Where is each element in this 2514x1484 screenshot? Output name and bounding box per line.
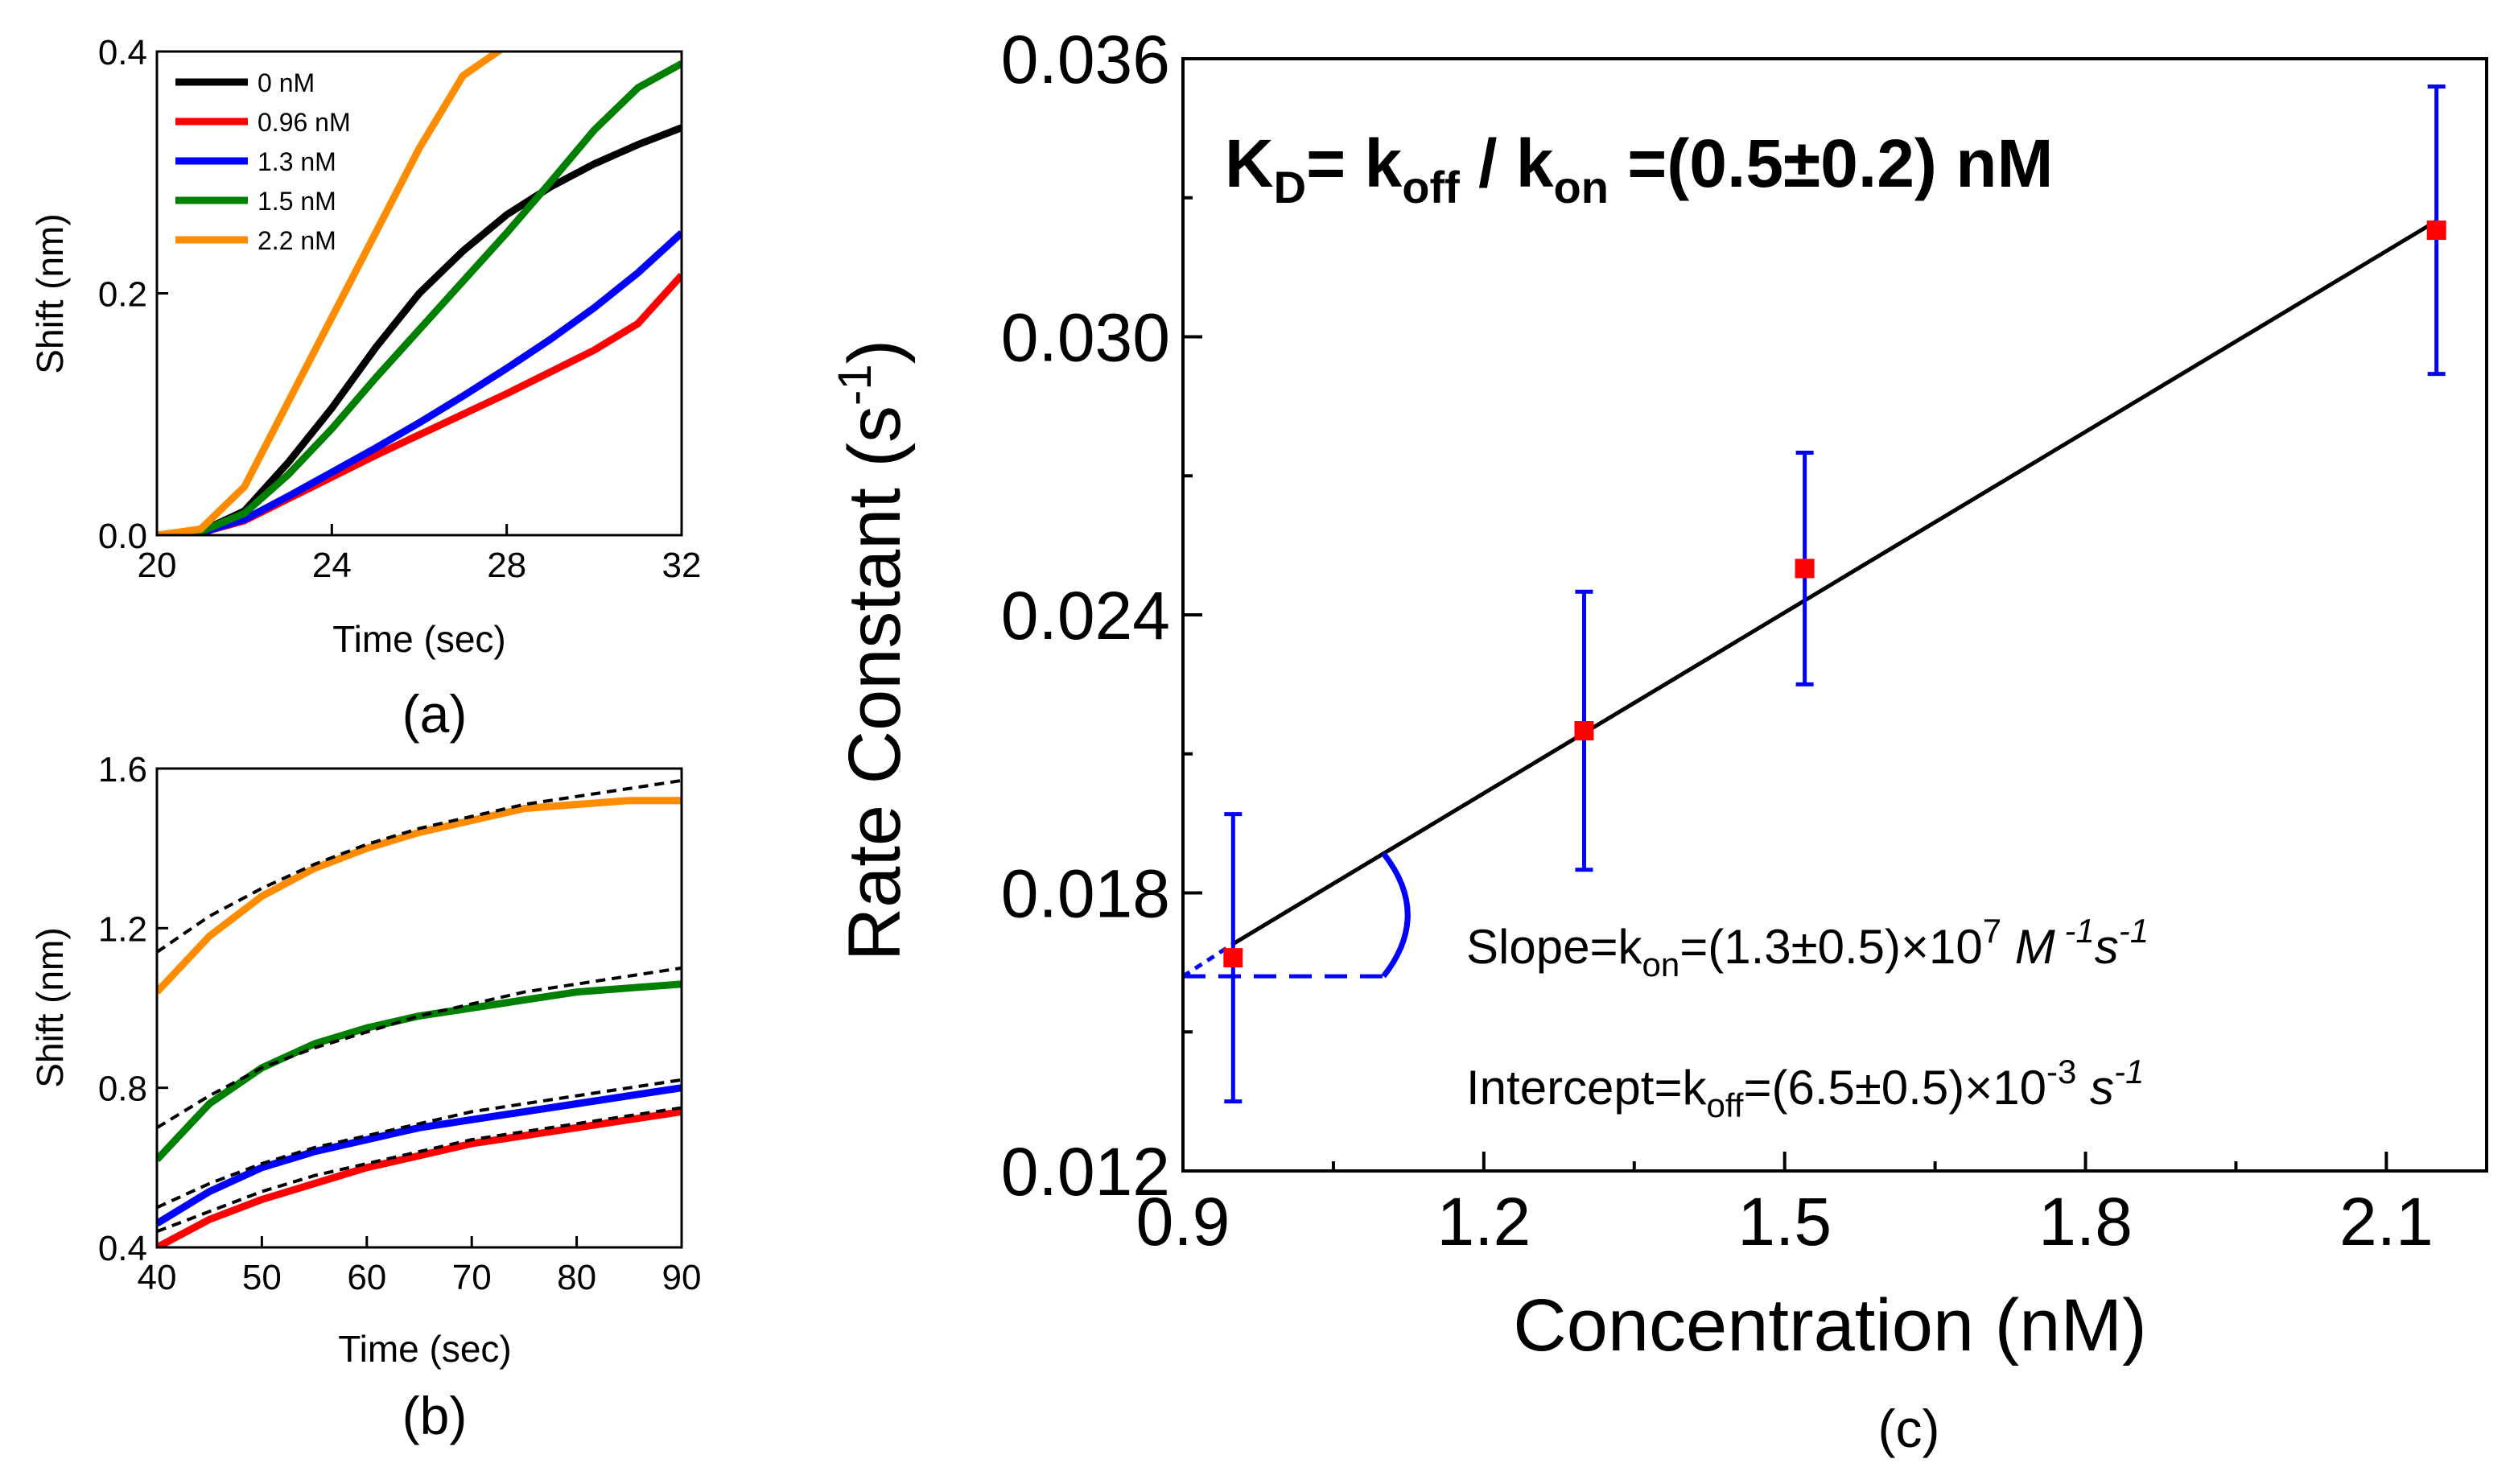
panel-a-legend: 0 nM 0.96 nM 1.3 nM 1.5 nM 2.2 nM: [175, 68, 351, 255]
legend-entry: 0.96 nM: [258, 108, 351, 137]
fit-line: [1232, 219, 2438, 946]
panel-c-ylabel: Rate Constant (s-1): [829, 340, 916, 962]
panel-a-clip: [157, 52, 682, 535]
panel-b-series-group: [157, 778, 682, 1247]
slope-m-exp: -1: [2055, 912, 2095, 950]
slope-angle-arc: [1381, 851, 1411, 979]
panel-c-ticks: 0.9 1.2 1.5 1.8 2.1 0.012 0.018 0.024 0.030 0.036: [1001, 22, 2434, 1259]
panel-b-fit-line: [157, 1106, 682, 1234]
intercept-unit-s: s: [2076, 1061, 2114, 1115]
panel-b-ylabel: Shift (nm): [29, 927, 71, 1087]
slope-s-exp: -1: [2119, 912, 2149, 950]
slope-unit-s: s: [2095, 920, 2119, 974]
panel-b-ytick-label: 1.2: [98, 909, 147, 949]
panel-c-xtick-label: 1.8: [2038, 1184, 2133, 1259]
data-point: [2426, 221, 2446, 241]
legend-entry: 0 nM: [258, 68, 315, 97]
kd-annotation: KD= koff / kon =(0.5±0.2) nM: [1225, 126, 2054, 212]
panel-b-xtick-label: 90: [662, 1258, 702, 1297]
intercept-annotation: Intercept=koff=(6.5±0.5)×10-3 s-1: [1466, 1053, 2144, 1124]
intercept-mid: =(6.5±0.5)×10: [1743, 1061, 2046, 1115]
panel-c-ytick-label: 0.024: [1001, 578, 1170, 653]
panel-c-ytick-label: 0.018: [1001, 856, 1170, 932]
kd-k: K: [1225, 126, 1274, 201]
panel-b-ytick-label: 1.6: [98, 750, 147, 789]
slope-sub: on: [1642, 946, 1680, 983]
panel-b-label: (b): [402, 1386, 468, 1445]
kd-sub: D: [1274, 162, 1306, 212]
panel-b-clip: [157, 778, 682, 1247]
panel-b-xtick-label: 80: [557, 1258, 596, 1297]
panel-c-xlabel: Concentration (nM): [1513, 1284, 2146, 1367]
panel-b-ticks: 40 50 60 70 80 90 0.4 0.8 1.2 1.6: [98, 750, 702, 1297]
panel-a-xtick-label: 32: [662, 546, 702, 585]
panel-b: 40 50 60 70 80 90 0.4 0.8 1.2 1.6 Time (sec) Shif…: [29, 750, 701, 1445]
kd-value: =(0.5±0.2) nM: [1609, 126, 2054, 201]
panel-a-ytick-label: 0.2: [98, 275, 147, 315]
panel-c-xtick-label: 1.5: [1737, 1184, 1832, 1259]
panel-b-frame: [155, 767, 683, 1249]
panel-b-series-line: [157, 797, 682, 995]
kd-eq1: = k: [1306, 126, 1402, 201]
legend-entry: 1.3 nM: [258, 147, 336, 176]
kd-on-sub: on: [1553, 162, 1608, 212]
panel-a-series-line: [157, 52, 505, 535]
panel-c-label: (c): [1878, 1399, 1940, 1458]
legend-entry: 2.2 nM: [258, 226, 336, 255]
data-point: [1795, 559, 1815, 579]
slope-pre: Slope=k: [1466, 920, 1642, 974]
panel-b-series-line: [157, 980, 682, 1162]
data-point: [1574, 720, 1594, 740]
panel-c-xtick-label: 0.9: [1136, 1184, 1230, 1259]
panel-c-xtick-label: 1.2: [1436, 1184, 1531, 1259]
panel-c-plot-group: [1181, 85, 2446, 1104]
panel-c-ytick-label: 0.036: [1001, 22, 1170, 97]
panel-b-xtick-label: 40: [138, 1258, 177, 1297]
panel-c: 0.9 1.2 1.5 1.8 2.1 0.012 0.018 0.024 0.030 0.036…: [829, 22, 2488, 1458]
panel-b-ytick-label: 0.4: [98, 1229, 147, 1268]
panel-c-ytick-label: 0.030: [1001, 300, 1170, 376]
panel-b-series-line: [157, 1107, 682, 1247]
kd-slash: / k: [1460, 126, 1554, 201]
panel-a-xtick-label: 20: [138, 546, 177, 585]
panel-a-xtick-label: 24: [312, 546, 352, 585]
slope-unit-m: M: [2001, 920, 2055, 974]
intercept-exp: -3: [2046, 1053, 2076, 1090]
intercept-s-exp: -1: [2114, 1053, 2144, 1090]
kd-off-sub: off: [1402, 162, 1460, 212]
panel-c-frame: [1181, 57, 2488, 1173]
panel-c-ytick-label: 0.012: [1001, 1134, 1170, 1210]
panel-a-xtick-label: 28: [487, 546, 526, 585]
panel-a-ytick-label: 0.0: [98, 517, 147, 556]
slope-annotation: Slope=kon=(1.3±0.5)×107 M -1s-1: [1466, 912, 2149, 983]
legend-entry: 1.5 nM: [258, 187, 336, 216]
panel-c-xtick-label: 2.1: [2339, 1184, 2434, 1259]
intercept-sub: off: [1707, 1086, 1744, 1124]
panel-a-series-line: [157, 230, 682, 535]
panel-b-xlabel: Time (sec): [338, 1328, 512, 1370]
panel-b-fit-line: [157, 778, 682, 954]
intercept-pre: Intercept=k: [1466, 1061, 1708, 1115]
panel-b-xtick-label: 50: [242, 1258, 282, 1297]
slope-exp: 7: [1983, 912, 2001, 950]
panel-b-fit-line: [157, 966, 682, 1130]
panel-a-ylabel: Shift (nm): [29, 213, 71, 373]
panel-a-xlabel: Time (sec): [332, 618, 506, 660]
panel-b-xtick-label: 60: [347, 1258, 386, 1297]
panel-a: 20 24 28 320.00.20.4 Time (sec) Shift (nm) …: [29, 33, 701, 744]
data-point: [1223, 948, 1243, 968]
panel-b-fit-line: [157, 1078, 682, 1210]
panel-a-series-group: [157, 52, 682, 535]
panel-a-label: (a): [402, 684, 468, 744]
slope-mid: =(1.3±0.5)×10: [1679, 920, 1983, 974]
panel-b-series-line: [157, 1084, 682, 1227]
panel-a-ytick-label: 0.4: [98, 33, 147, 72]
panel-b-ytick-label: 0.8: [98, 1070, 147, 1109]
panel-a-ticks: 20 24 28 32 0.0 0.2 0.4: [98, 33, 702, 585]
panel-b-xtick-label: 70: [452, 1258, 492, 1297]
panel-a-series-line: [157, 60, 682, 535]
